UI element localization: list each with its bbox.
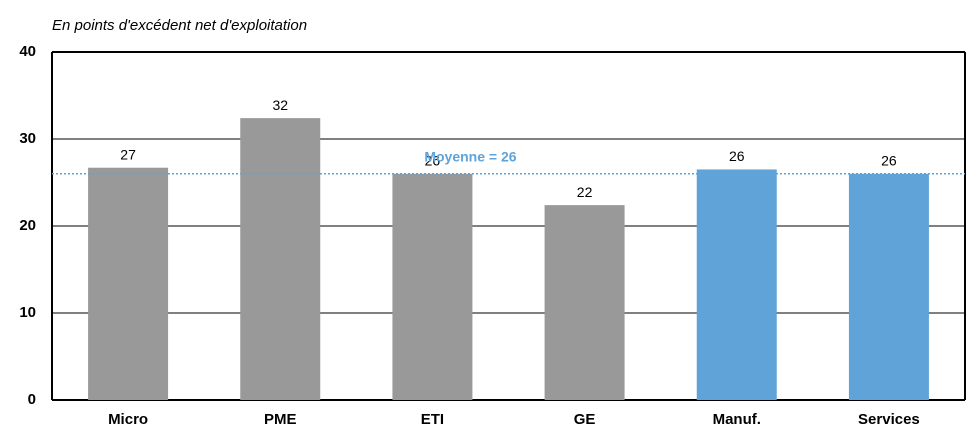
x-tick-label: Services [858, 411, 920, 428]
y-tick-label: 0 [28, 391, 36, 408]
x-tick-label: PME [264, 411, 297, 428]
y-tick-label: 40 [19, 43, 36, 60]
y-tick-label: 30 [19, 130, 36, 147]
value-label: 32 [272, 97, 288, 113]
x-tick-label: Micro [108, 411, 148, 428]
value-label: 26 [729, 148, 745, 164]
bar [240, 118, 321, 401]
bar [848, 173, 929, 400]
average-label: Moyenne = 26 [424, 149, 516, 165]
x-tick-label: Manuf. [713, 411, 761, 428]
x-tick-label: ETI [421, 411, 444, 428]
value-label: 22 [577, 184, 593, 200]
chart-subtitle: En points d'excédent net d'exploitation [52, 17, 307, 34]
y-tick-label: 20 [19, 217, 36, 234]
value-label: 27 [120, 146, 136, 162]
y-tick-label: 10 [19, 304, 36, 321]
bar [88, 167, 169, 400]
bar [544, 205, 625, 400]
x-tick-label: GE [574, 411, 596, 428]
value-label: 26 [425, 153, 441, 169]
bar [392, 173, 473, 400]
value-label: 26 [881, 153, 897, 169]
bar [696, 169, 777, 400]
